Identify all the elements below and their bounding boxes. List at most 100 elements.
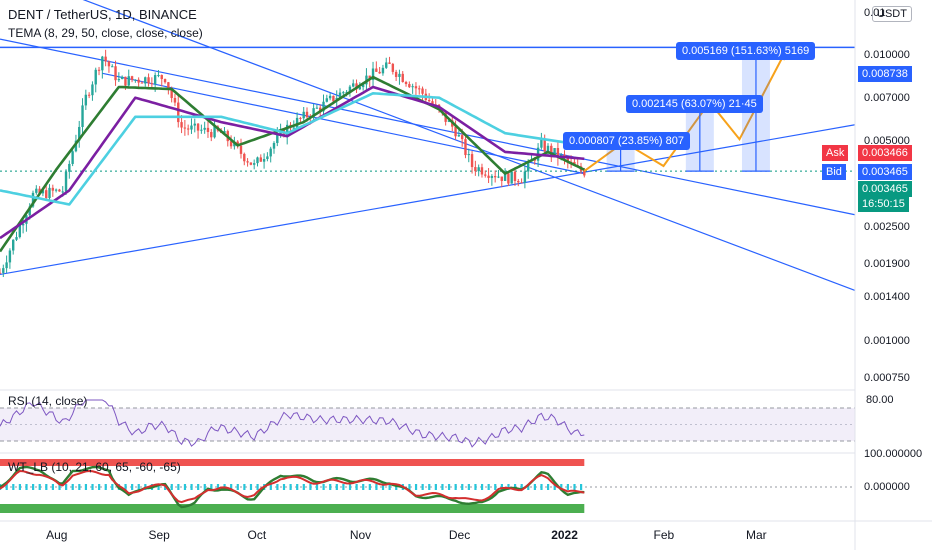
price-axis-label: 0.000750 <box>864 372 910 384</box>
candle <box>457 129 461 137</box>
candle <box>58 188 61 192</box>
symbol-title[interactable]: DENT / TetherUS, 1D, BINANCE <box>8 7 197 22</box>
candle <box>497 169 500 179</box>
candle <box>249 162 253 166</box>
rsi-line <box>0 399 585 448</box>
indicator-label[interactable]: TEMA (8, 29, 50, close, close, close) <box>8 26 203 40</box>
candle <box>510 171 513 184</box>
trendline-1 <box>0 38 856 216</box>
candle <box>322 94 325 115</box>
candle <box>375 61 378 73</box>
candle <box>490 174 494 186</box>
candle <box>78 120 81 148</box>
wt-hist-bar <box>170 484 173 490</box>
wt-hist-bar <box>249 484 253 490</box>
wt-hist-bar <box>124 484 127 490</box>
bid-label: Bid <box>822 164 846 180</box>
wt-hist-bar <box>428 484 431 490</box>
candle <box>500 176 503 188</box>
resistance-price: 0.008738 <box>858 66 912 82</box>
candle <box>84 89 88 110</box>
x-axis-label: Aug <box>46 528 68 542</box>
candle <box>140 81 144 84</box>
wt-hist-bar <box>434 484 437 490</box>
candle <box>101 55 104 79</box>
candle <box>312 103 315 123</box>
candle <box>12 239 15 255</box>
wt-hist-bar <box>197 484 200 490</box>
wt-hist-bar <box>507 484 510 490</box>
tema-lines <box>0 75 585 253</box>
wt-hist-bar <box>111 484 114 490</box>
candle <box>480 163 484 178</box>
candle <box>414 82 418 96</box>
trendline-2 <box>82 0 856 291</box>
price-axis-label: 0.005000 <box>864 135 910 147</box>
wt-hist-bar <box>104 484 107 490</box>
wt-hist-bar <box>348 484 352 490</box>
wt-hist-bar <box>322 484 325 490</box>
candle <box>385 57 388 69</box>
measure-label-1[interactable]: 0.000807 (23.85%) 807 <box>563 132 690 150</box>
rsi-band <box>0 408 855 441</box>
price-axis-label: 0.001000 <box>864 335 910 347</box>
wt-hist-bar <box>256 484 259 490</box>
ask-label: Ask <box>822 145 849 161</box>
x-axis-label: Mar <box>745 528 767 542</box>
wt-overbought-band <box>0 459 585 466</box>
rsi-label[interactable]: RSI (14, close) <box>8 394 88 408</box>
wt-hist-bar <box>91 484 94 490</box>
wt-panel <box>0 459 855 513</box>
wt-hist-bar <box>25 484 28 490</box>
candle <box>190 118 193 134</box>
wt-hist-bar <box>71 484 74 490</box>
candle <box>325 94 329 103</box>
measure-label-2[interactable]: 0.002145 (63.07%) 21·45 <box>626 95 763 113</box>
x-axis-label: Feb <box>653 528 675 542</box>
candle <box>477 164 480 177</box>
wt-hist-bar <box>381 484 385 490</box>
currency-button[interactable]: USDT <box>872 6 912 22</box>
wt-hist-bar <box>375 484 378 490</box>
wt-hist-bar <box>474 484 477 490</box>
candle <box>54 188 58 193</box>
wt-hist-bar <box>315 484 319 490</box>
wt-hist-bar <box>243 484 246 490</box>
x-axis-label: 2022 <box>551 528 578 542</box>
candle <box>484 170 487 178</box>
x-axis-label: Sep <box>148 528 170 542</box>
candle <box>474 160 477 176</box>
candle <box>183 120 187 136</box>
wt-hist-bar <box>487 484 490 490</box>
wt-hist-bar <box>447 484 451 490</box>
trendline-4 <box>0 124 856 276</box>
candle <box>87 92 91 99</box>
wt-hist-bar <box>573 484 576 490</box>
candle <box>398 69 401 85</box>
wt-hist-bar <box>157 484 160 490</box>
measure-label-3[interactable]: 0.005169 (151.63%) 5169 <box>676 42 816 60</box>
candle <box>130 75 134 83</box>
candle <box>196 123 200 139</box>
wt-hist-bar <box>421 484 424 490</box>
candle <box>302 106 305 121</box>
measure-2 <box>685 105 714 172</box>
candle <box>35 185 38 195</box>
candle <box>0 268 2 274</box>
candle <box>371 61 375 87</box>
candle <box>493 170 497 183</box>
wt-hist-bar <box>408 484 411 490</box>
candle <box>229 135 233 149</box>
candle <box>352 79 355 88</box>
wt-hist-bar <box>210 484 213 490</box>
tema-line-3 <box>0 92 585 206</box>
wt-hist-bar <box>395 484 398 490</box>
rsi-panel <box>0 399 855 448</box>
wt-hist-bar <box>203 484 206 490</box>
wt-hist-bar <box>388 484 391 490</box>
tema-line-2 <box>0 85 585 240</box>
wt-label[interactable]: WT_LB (10, 21, 60, 65, -60, -65) <box>8 460 181 474</box>
candle <box>157 70 160 78</box>
wt-hist-bar <box>78 484 81 490</box>
